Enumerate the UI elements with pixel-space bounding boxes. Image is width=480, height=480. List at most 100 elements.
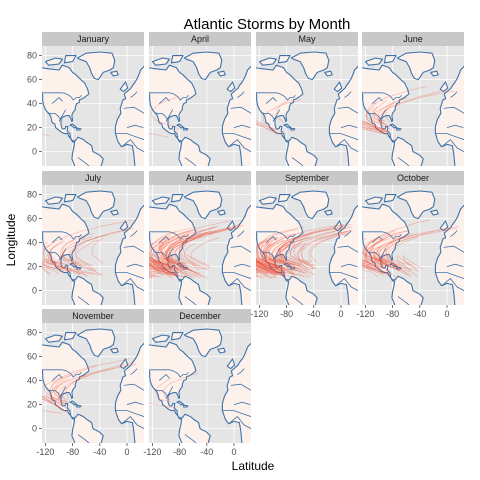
storm-track bbox=[279, 224, 345, 262]
country-border bbox=[186, 453, 196, 469]
storm-track bbox=[362, 121, 387, 133]
storm-track bbox=[362, 122, 384, 133]
storm-track bbox=[178, 265, 209, 279]
storm-track bbox=[50, 367, 115, 403]
facet-strip-label: November bbox=[72, 311, 114, 321]
country-border bbox=[399, 315, 409, 331]
country-border bbox=[335, 278, 358, 291]
storm-track bbox=[256, 266, 277, 273]
storm-track bbox=[369, 252, 398, 279]
land-polygon bbox=[221, 65, 251, 166]
storm-track bbox=[256, 268, 269, 275]
storm-track bbox=[388, 252, 411, 266]
land-polygon bbox=[183, 404, 189, 408]
storm-track bbox=[256, 268, 295, 275]
storm-track bbox=[60, 232, 94, 264]
storm-track bbox=[256, 256, 276, 269]
storm-track bbox=[42, 395, 65, 411]
storm-track bbox=[290, 244, 308, 272]
country-border bbox=[265, 97, 277, 104]
storm-track bbox=[155, 242, 174, 271]
country-border bbox=[154, 251, 169, 260]
storm-track bbox=[167, 268, 195, 279]
facet-panel: November bbox=[42, 309, 144, 443]
country-border bbox=[58, 386, 67, 399]
storm-track bbox=[168, 230, 212, 267]
storm-track bbox=[362, 258, 379, 269]
facet-strip bbox=[149, 309, 251, 323]
storm-track bbox=[167, 229, 227, 265]
land-polygon bbox=[217, 347, 226, 354]
storm-track bbox=[149, 262, 175, 274]
storm-track bbox=[49, 241, 69, 266]
land-polygon bbox=[290, 51, 330, 81]
facet-strip bbox=[42, 309, 144, 323]
storm-track bbox=[362, 264, 371, 269]
country-border bbox=[230, 245, 251, 253]
land-polygon bbox=[63, 55, 77, 64]
storm-track bbox=[42, 259, 80, 276]
storm-track bbox=[256, 240, 285, 273]
storm-track bbox=[256, 261, 287, 278]
x-tick-label: -80 bbox=[386, 309, 399, 319]
storm-track bbox=[362, 260, 389, 271]
y-tick-label: 20 bbox=[27, 262, 37, 272]
storm-track bbox=[362, 128, 386, 134]
country-border bbox=[58, 248, 67, 261]
storm-track bbox=[160, 231, 192, 267]
storm-track bbox=[372, 97, 408, 124]
land-polygon bbox=[383, 55, 397, 64]
storm-track bbox=[43, 387, 69, 406]
x-tick-label: -40 bbox=[307, 309, 320, 319]
country-border bbox=[237, 368, 245, 375]
storm-track bbox=[164, 240, 193, 272]
storm-track bbox=[364, 227, 450, 265]
storm-track bbox=[256, 240, 277, 267]
storm-track bbox=[362, 269, 370, 273]
land-polygon bbox=[258, 57, 277, 66]
storm-track bbox=[371, 256, 402, 272]
storm-track bbox=[403, 255, 419, 272]
storm-track bbox=[365, 242, 384, 266]
storm-track bbox=[364, 230, 396, 263]
storm-track bbox=[177, 269, 201, 279]
storm-track bbox=[61, 238, 83, 268]
land-polygon bbox=[170, 55, 184, 64]
storm-track bbox=[149, 275, 155, 278]
storm-track bbox=[262, 99, 302, 134]
country-border bbox=[154, 112, 169, 121]
storm-track bbox=[256, 260, 278, 275]
storm-track bbox=[381, 88, 448, 121]
storm-track bbox=[256, 268, 278, 276]
storm-track bbox=[374, 248, 392, 267]
storm-track bbox=[149, 262, 163, 276]
land-polygon bbox=[69, 400, 78, 406]
storm-track bbox=[158, 229, 194, 271]
land-polygon bbox=[183, 51, 223, 81]
storm-track bbox=[369, 246, 390, 265]
storm-track bbox=[256, 260, 285, 272]
land-polygon bbox=[69, 262, 78, 268]
storm-track bbox=[149, 264, 170, 271]
land-polygon bbox=[226, 358, 236, 370]
storm-track bbox=[256, 263, 292, 271]
storm-track bbox=[48, 401, 71, 415]
y-tick-label: 40 bbox=[27, 238, 37, 248]
storm-track bbox=[256, 259, 269, 265]
storm-track bbox=[183, 242, 199, 271]
storm-track bbox=[280, 260, 314, 270]
facet-panel: October bbox=[362, 171, 464, 331]
storm-track bbox=[279, 259, 315, 276]
facet-panel: May bbox=[256, 32, 358, 166]
country-border bbox=[184, 296, 197, 305]
country-border bbox=[121, 416, 144, 429]
storm-track bbox=[48, 245, 63, 270]
storm-track bbox=[256, 263, 285, 273]
storm-track bbox=[365, 239, 384, 269]
storm-track bbox=[42, 376, 64, 408]
storm-track bbox=[256, 260, 285, 276]
land-polygon bbox=[76, 328, 116, 358]
land-polygon bbox=[114, 204, 144, 305]
storm-track bbox=[160, 243, 204, 278]
country-border bbox=[443, 245, 464, 253]
